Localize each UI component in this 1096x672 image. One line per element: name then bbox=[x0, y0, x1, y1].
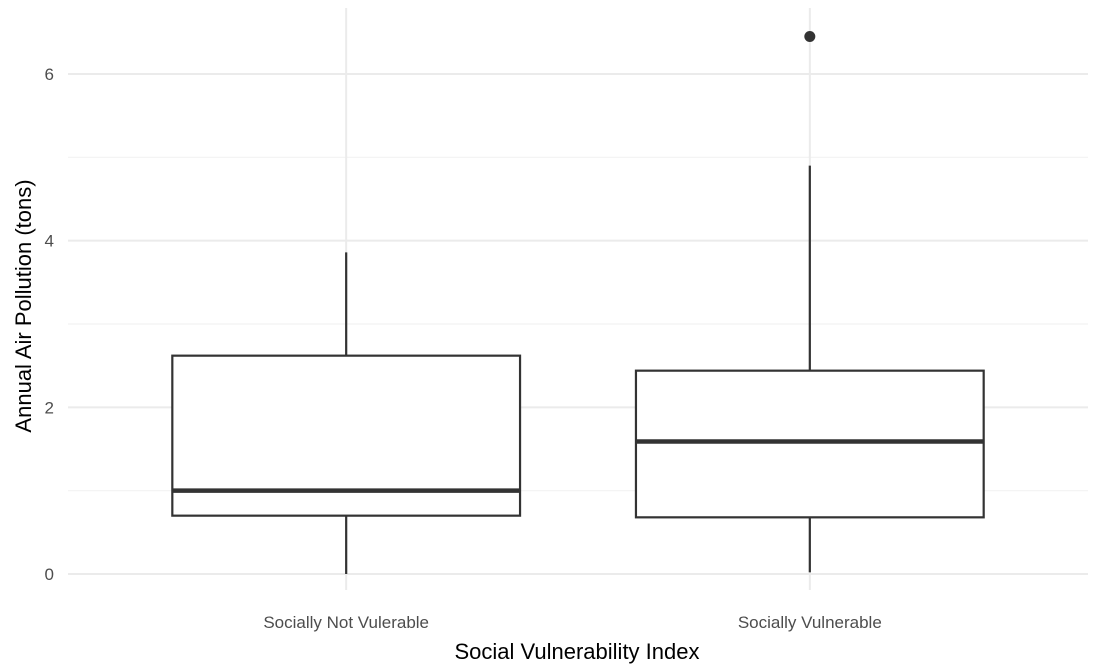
box-group bbox=[634, 31, 985, 573]
y-tick-label: 2 bbox=[45, 398, 54, 417]
outlier-point bbox=[804, 31, 816, 42]
y-axis-title: Annual Air Pollution (tons) bbox=[11, 179, 36, 432]
y-tick-label: 0 bbox=[45, 565, 54, 584]
y-tick-label: 6 bbox=[45, 65, 54, 84]
x-tick-label: Socially Not Vulerable bbox=[263, 613, 429, 632]
box-group bbox=[171, 252, 522, 574]
x-tick-label: Socially Vulnerable bbox=[738, 613, 882, 632]
y-tick-label: 4 bbox=[45, 232, 54, 251]
boxes bbox=[171, 31, 985, 574]
box bbox=[634, 369, 985, 519]
y-tick-labels: 0 2 4 6 bbox=[45, 65, 54, 584]
x-tick-labels: Socially Not Vulerable Socially Vulnerabl… bbox=[263, 613, 881, 632]
x-axis-title: Social Vulnerability Index bbox=[455, 639, 700, 664]
